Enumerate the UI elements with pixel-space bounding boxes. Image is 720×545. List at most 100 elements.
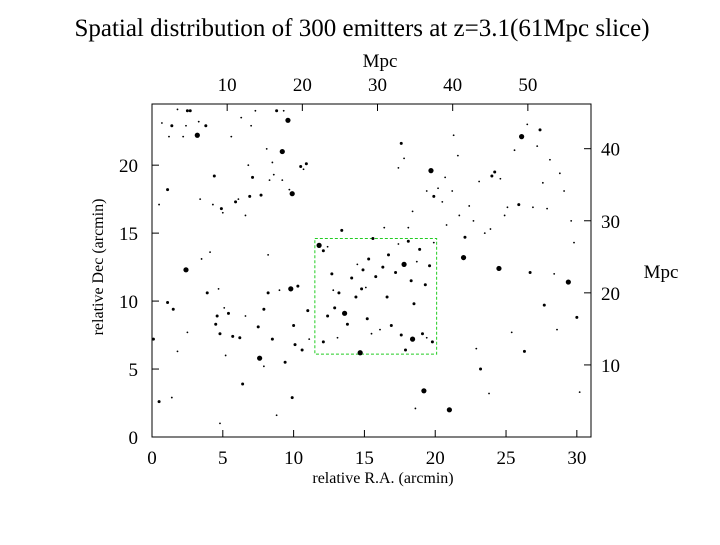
emitter-point — [257, 355, 263, 361]
y-tick-label: 5 — [129, 360, 139, 381]
emitter-point — [458, 214, 461, 217]
x-tick-label: 10 — [284, 448, 303, 469]
emitter-point — [194, 132, 200, 138]
top-tick-label: 20 — [293, 75, 312, 96]
emitter-point — [403, 157, 405, 160]
emitter-point — [386, 253, 390, 257]
emitter-point — [472, 219, 475, 222]
emitter-point — [542, 303, 546, 307]
emitter-point — [272, 173, 275, 176]
emitter-point — [538, 128, 542, 132]
emitter-point — [570, 219, 573, 222]
emitter-point — [479, 367, 483, 371]
emitter-point — [182, 135, 185, 138]
emitter-point — [460, 254, 467, 261]
emitter-point — [326, 245, 329, 248]
emitter-point — [237, 198, 240, 201]
emitter-point — [171, 307, 175, 311]
emitter-point — [283, 360, 287, 364]
emitter-point — [532, 206, 534, 209]
emitter-point — [468, 205, 471, 207]
emitter-point — [425, 190, 428, 192]
emitter-point — [200, 258, 203, 260]
emitter-point — [519, 134, 525, 140]
emitter-point — [321, 340, 325, 344]
emitter-point — [483, 232, 486, 235]
emitter-point — [306, 309, 310, 313]
emitter-point — [412, 302, 416, 306]
emitter-point — [186, 331, 189, 334]
emitter-point — [248, 194, 252, 198]
emitter-point — [536, 145, 539, 148]
emitter-point — [488, 392, 490, 395]
emitter-point — [240, 116, 243, 119]
emitter-point — [421, 388, 427, 394]
emitter-point — [214, 322, 218, 326]
emitter-point — [282, 109, 285, 112]
emitter-point — [415, 260, 418, 263]
emitter-point — [185, 109, 189, 113]
x-tick-label: 5 — [218, 448, 228, 469]
emitter-point — [279, 148, 285, 155]
emitter-point — [389, 324, 393, 328]
emitter-point — [409, 279, 413, 283]
emitter-point — [231, 334, 235, 338]
emitter-point — [357, 350, 363, 356]
y-tick-label: 15 — [119, 224, 138, 245]
emitter-point — [292, 324, 296, 328]
x-tick-label: 20 — [426, 448, 445, 469]
right-tick-label: 10 — [601, 356, 620, 377]
emitter-point — [365, 317, 369, 321]
top-axis-label: Mpc — [363, 51, 398, 72]
emitter-point — [219, 422, 221, 425]
emitter-point — [360, 287, 364, 291]
emitter-point — [418, 247, 422, 251]
emitter-point — [275, 109, 279, 113]
emitter-point — [299, 165, 303, 169]
plot-area: 0 5 10 15 20 25 30 0 5 10 15 20 10 20 30 40 50 10 20 30 40 — [119, 75, 620, 469]
emitter-point — [341, 310, 348, 316]
emitter-point — [446, 407, 452, 413]
emitter-point — [578, 391, 581, 394]
emitter-point — [166, 188, 170, 192]
emitter-point — [528, 271, 532, 275]
emitter-point — [197, 120, 200, 123]
emitter-point — [337, 291, 341, 295]
emitter-point — [259, 193, 263, 197]
emitter-point — [224, 354, 227, 357]
emitter-point — [478, 180, 481, 183]
emitter-point — [526, 123, 529, 126]
emitter-point — [157, 400, 161, 404]
emitter-point — [262, 307, 266, 311]
emitter-point — [289, 191, 295, 197]
chart-title: Spatial distribution of 300 emitters at … — [74, 15, 649, 42]
emitter-point — [176, 108, 179, 111]
emitter-point — [493, 170, 497, 174]
emitter-point — [563, 190, 565, 192]
x-axis-label: relative R.A. (arcmin) — [312, 470, 453, 487]
emitter-point — [430, 340, 434, 344]
emitter-point — [265, 147, 268, 150]
emitter-point — [425, 336, 428, 339]
emitter-point — [296, 284, 300, 288]
emitter-point — [250, 124, 253, 127]
emitter-point — [302, 168, 305, 171]
top-tick-label: 30 — [368, 75, 387, 96]
emitter-point — [262, 365, 265, 368]
emitter-point — [251, 175, 255, 179]
emitter-point — [226, 311, 230, 315]
right-axis-label: Mpc — [644, 262, 679, 283]
emitter-point — [513, 149, 516, 152]
emitter-point — [293, 343, 297, 347]
emitter-point — [326, 314, 330, 318]
emitter-point — [316, 242, 322, 248]
emitter-point — [411, 210, 414, 213]
emitter-point — [151, 337, 155, 341]
top-tick-label: 40 — [443, 75, 462, 96]
emitter-point — [409, 336, 416, 342]
emitter-point — [166, 300, 170, 304]
emitter-point — [367, 257, 371, 261]
emitter-point — [381, 265, 385, 269]
